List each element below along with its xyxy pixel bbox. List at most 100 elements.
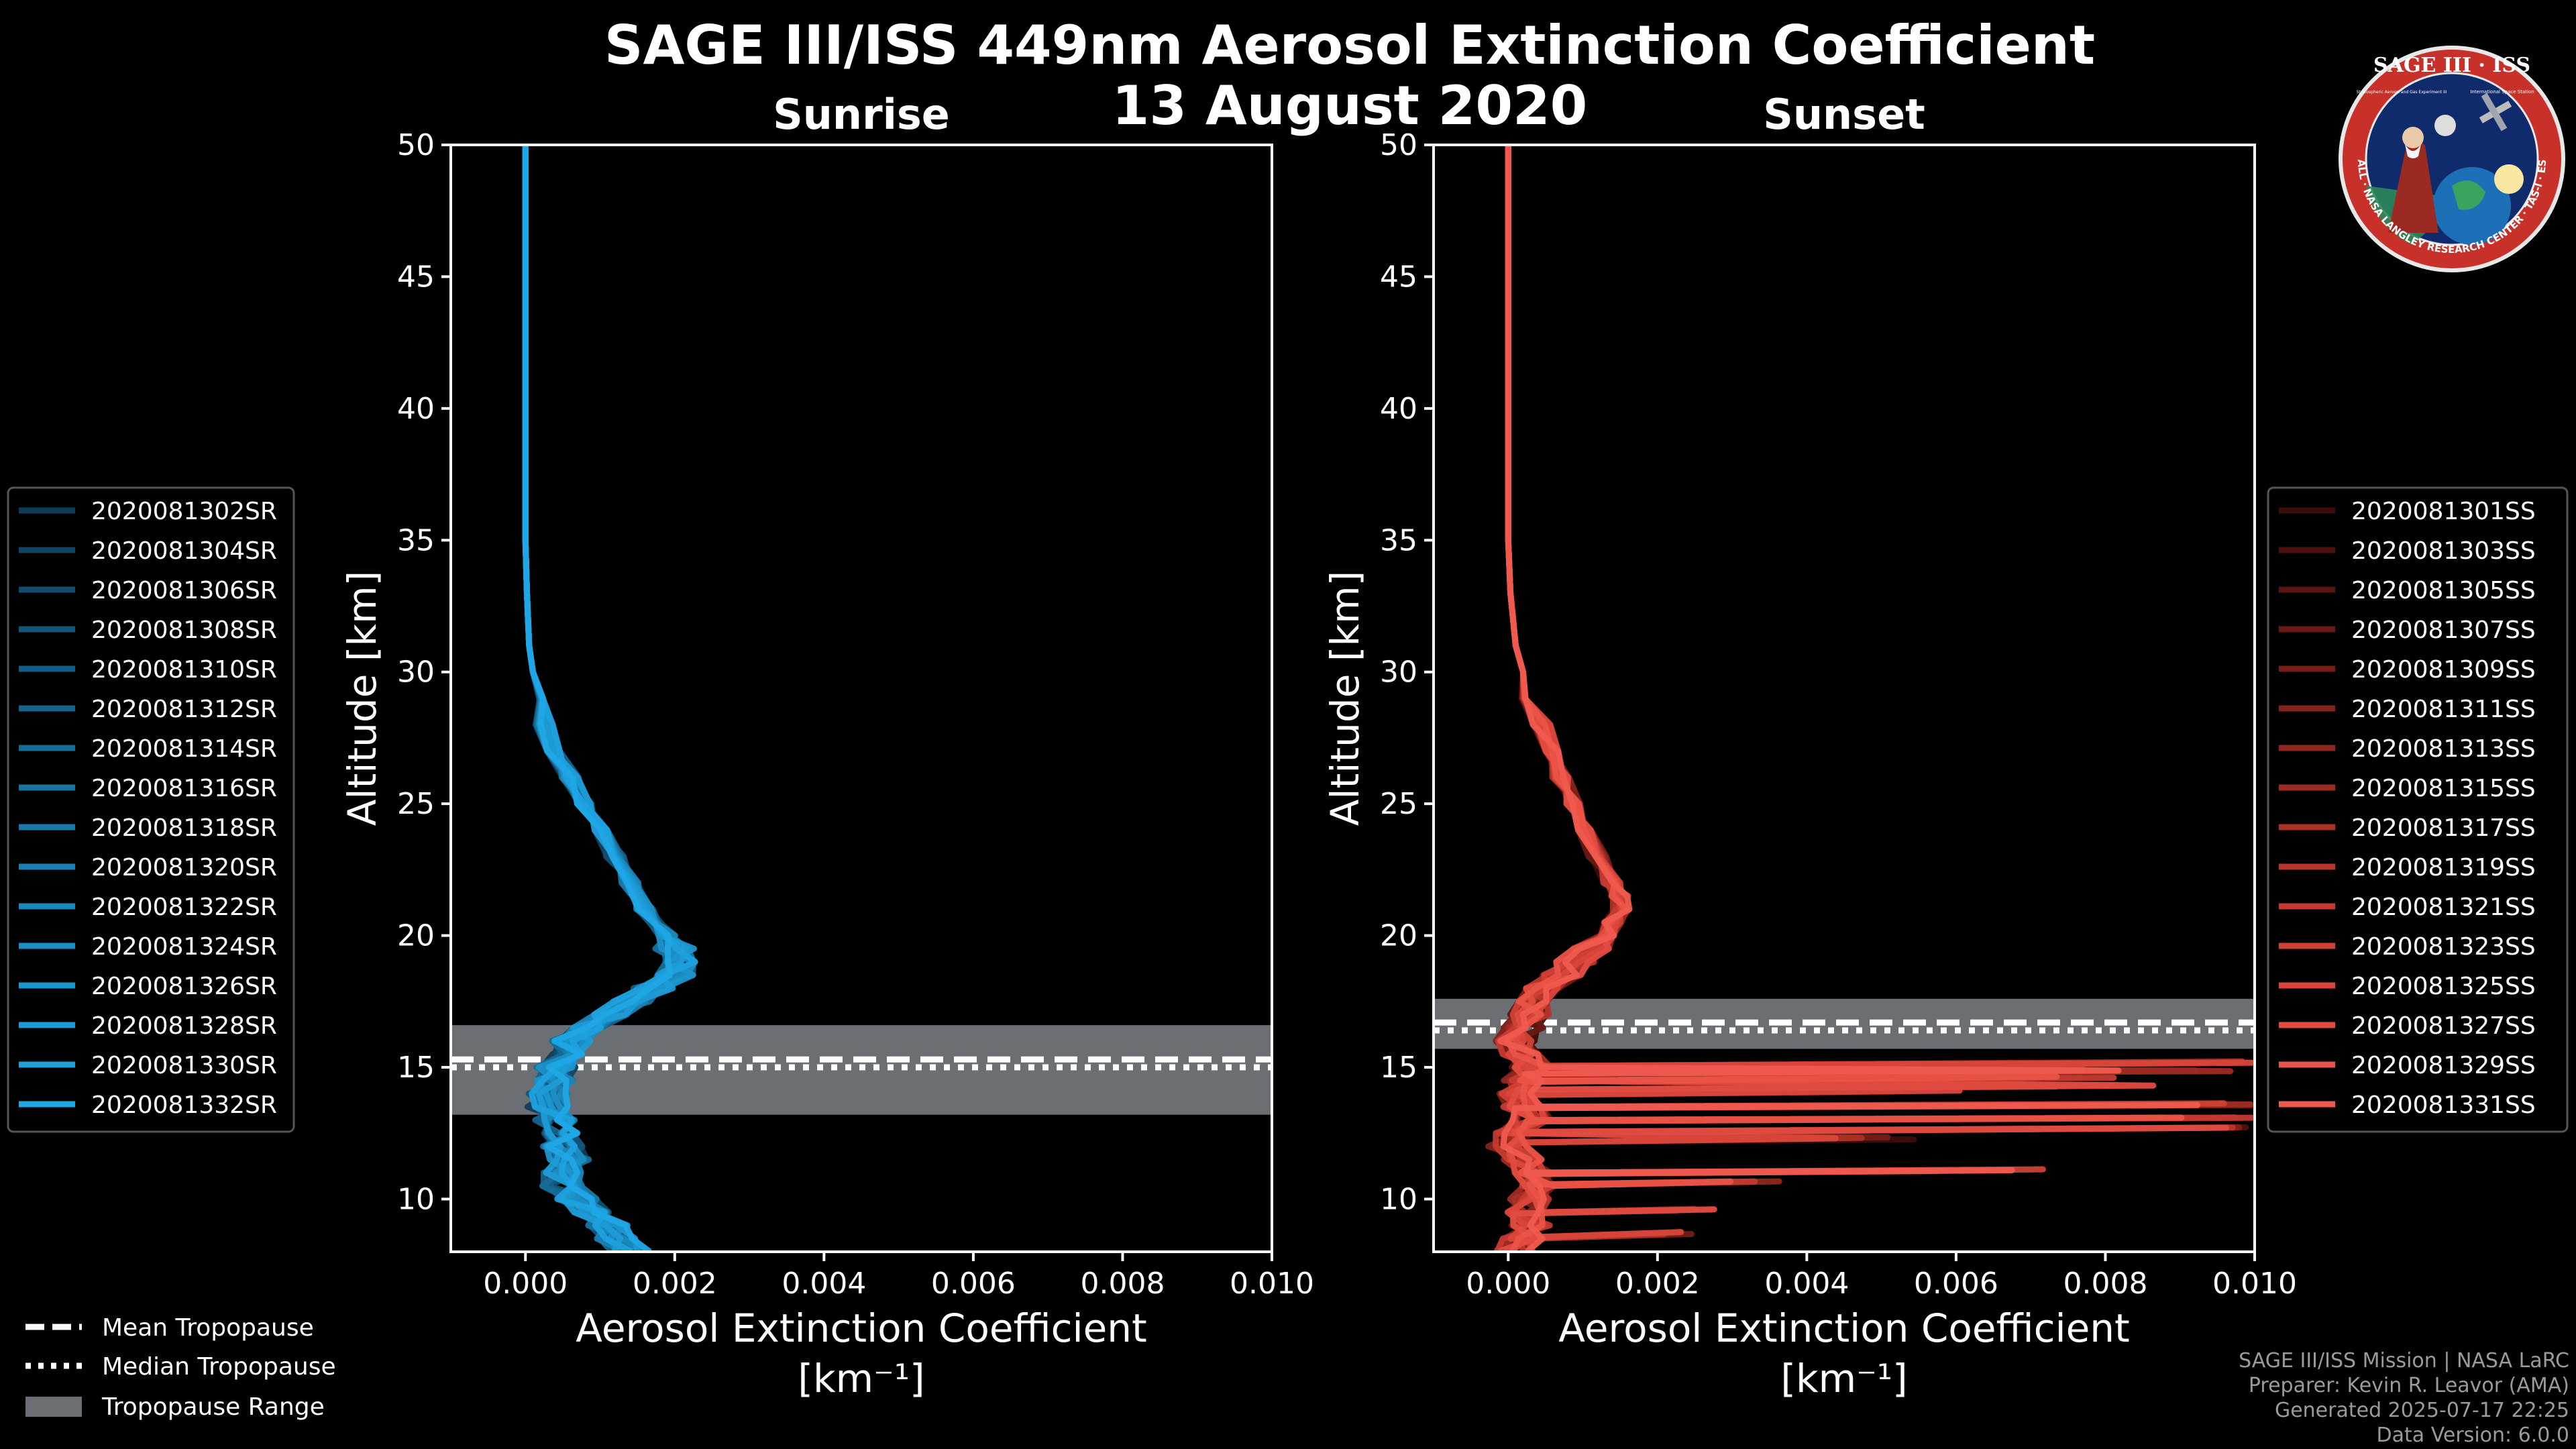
median-tropopause-legend-label: Median Tropopause [102,1353,336,1381]
legend-label: 2020081324SR [91,933,277,961]
legend-label: 2020081322SR [91,894,277,921]
legend-label: 2020081302SR [91,498,277,525]
sunset-y-ticks: 10 15 20 25 30 35 40 45 50 [1380,128,1434,1216]
sunset-x-ticks: 0.000 0.002 0.004 0.006 0.008 0.010 [1466,1252,2297,1301]
sunrise-panel-title: Sunrise [773,90,950,139]
sunrise-profile-lines [522,145,698,1252]
legend-label: 2020081325SS [2351,973,2536,1000]
legend-label: 2020081309SS [2351,656,2536,684]
y-tick-label: 20 [1380,919,1417,953]
legend-label: 2020081313SS [2351,735,2536,763]
y-tick-label: 30 [397,655,435,690]
sage-iii-iss-mission-logo: SAGE III · ISS Stratospheric Aerosol and… [2339,46,2565,272]
y-tick-label: 30 [1380,655,1417,690]
y-tick-label: 15 [397,1051,435,1085]
sunrise-y-ticks: 10 15 20 25 30 35 40 45 50 [397,128,451,1216]
y-tick-label: 25 [1380,787,1417,821]
x-tick-label: 0.008 [1080,1267,1165,1301]
x-tick-label: 0.000 [1466,1267,1550,1301]
sunset-panel-title: Sunset [1763,90,1925,139]
sunset-x-axis-unit: [km⁻¹] [1780,1356,1907,1401]
y-tick-label: 50 [1380,128,1417,162]
legend-label: 2020081316SR [91,775,277,802]
moon-icon [2434,115,2456,136]
profile-line-2020081329SS [1505,145,2185,1252]
footer-mission: SAGE III/ISS Mission | NASA LaRC [2239,1349,2569,1373]
y-tick-label: 35 [1380,523,1417,557]
y-tick-label: 25 [397,787,435,821]
profile-line-2020081331SS [1497,145,2200,1252]
sunset-y-axis-label: Altitude [km] [1322,571,1368,826]
legend-label: 2020081326SR [91,973,277,1000]
legend-label: 2020081303SS [2351,537,2536,565]
sunrise-x-axis-label: Aerosol Extinction Coefficient [576,1305,1147,1351]
legend-label: 2020081332SR [91,1091,277,1119]
mean-tropopause-legend-label: Mean Tropopause [102,1314,314,1342]
legend-label: 2020081307SS [2351,616,2536,644]
legend-label: 2020081321SS [2351,894,2536,921]
legend-label: 2020081306SR [91,577,277,604]
legend-label: 2020081320SR [91,854,277,881]
y-tick-label: 40 [1380,392,1417,426]
legend-label: 2020081305SS [2351,577,2536,604]
legend-label: 2020081319SS [2351,854,2536,881]
y-tick-label: 10 [397,1182,435,1216]
astronomer-figure-icon [2388,140,2438,233]
profile-line-2020081332SR [522,145,673,1252]
footer-generated: Generated 2025-07-17 22:25 [2275,1399,2569,1422]
legend-label: 2020081330SR [91,1052,277,1079]
sunrise-x-axis-unit: [km⁻¹] [798,1356,924,1401]
y-tick-label: 40 [397,392,435,426]
sunrise-x-ticks: 0.000 0.002 0.004 0.006 0.008 0.010 [483,1252,1314,1301]
x-tick-label: 0.010 [2212,1267,2297,1301]
sunrise-legend: 2020081302SR 2020081304SR 2020081306SR 2020… [7,486,295,1133]
sunset-plot-frame [1432,144,2256,1253]
tropopause-range-legend-swatch [25,1397,82,1417]
sunrise-y-axis-label: Altitude [km] [339,571,385,826]
legend-label: 2020081323SS [2351,933,2536,961]
legend-label: 2020081318SR [91,814,277,842]
logo-top-text: SAGE III · ISS [2373,54,2530,77]
y-tick-label: 45 [397,260,435,294]
x-tick-label: 0.002 [633,1267,717,1301]
legend-label: 2020081317SS [2351,814,2536,842]
x-tick-label: 0.010 [1230,1267,1314,1301]
figure-title-line2: 13 August 2020 [1112,74,1588,137]
footer-credits: SAGE III/ISS Mission | NASA LaRC Prepare… [2239,1349,2569,1447]
legend-frame [2267,486,2569,1133]
legend-label: 2020081329SS [2351,1052,2536,1079]
legend-label: 2020081310SR [91,656,277,684]
footer-preparer: Preparer: Kevin R. Leavor (AMA) [2249,1374,2569,1397]
legend-label: 2020081311SS [2351,696,2536,723]
sunset-profile-lines [1485,145,2255,1252]
x-tick-label: 0.002 [1615,1267,1700,1301]
tropopause-legend: Mean Tropopause Median Tropopause Tropop… [25,1314,336,1421]
legend-label: 2020081315SS [2351,775,2536,802]
logo-inner-left-text: Stratospheric Aerosol and Gas Experiment… [2357,90,2447,95]
sunset-x-axis-label: Aerosol Extinction Coefficient [1558,1305,2130,1351]
y-tick-label: 45 [1380,260,1417,294]
legend-label: 2020081301SS [2351,498,2536,525]
legend-label: 2020081308SR [91,616,277,644]
legend-label: 2020081328SR [91,1012,277,1040]
x-tick-label: 0.004 [782,1267,866,1301]
legend-label: 2020081327SS [2351,1012,2536,1040]
legend-label: 2020081312SR [91,696,277,723]
y-tick-label: 50 [397,128,435,162]
legend-label: 2020081314SR [91,735,277,763]
profile-line-2020081327SS [1497,145,2229,1252]
logo-inner-right-text: International Space Station [2470,89,2534,95]
x-tick-label: 0.000 [483,1267,568,1301]
figure-title-line1: SAGE III/ISS 449nm Aerosol Extinction Co… [604,14,2095,76]
legend-frame [7,486,295,1133]
y-tick-label: 15 [1380,1051,1417,1085]
y-tick-label: 20 [397,919,435,953]
x-tick-label: 0.004 [1764,1267,1849,1301]
y-tick-label: 35 [397,523,435,557]
sunrise-plot-frame [449,144,1273,1253]
x-tick-label: 0.008 [2063,1267,2147,1301]
legend-label: 2020081304SR [91,537,277,565]
